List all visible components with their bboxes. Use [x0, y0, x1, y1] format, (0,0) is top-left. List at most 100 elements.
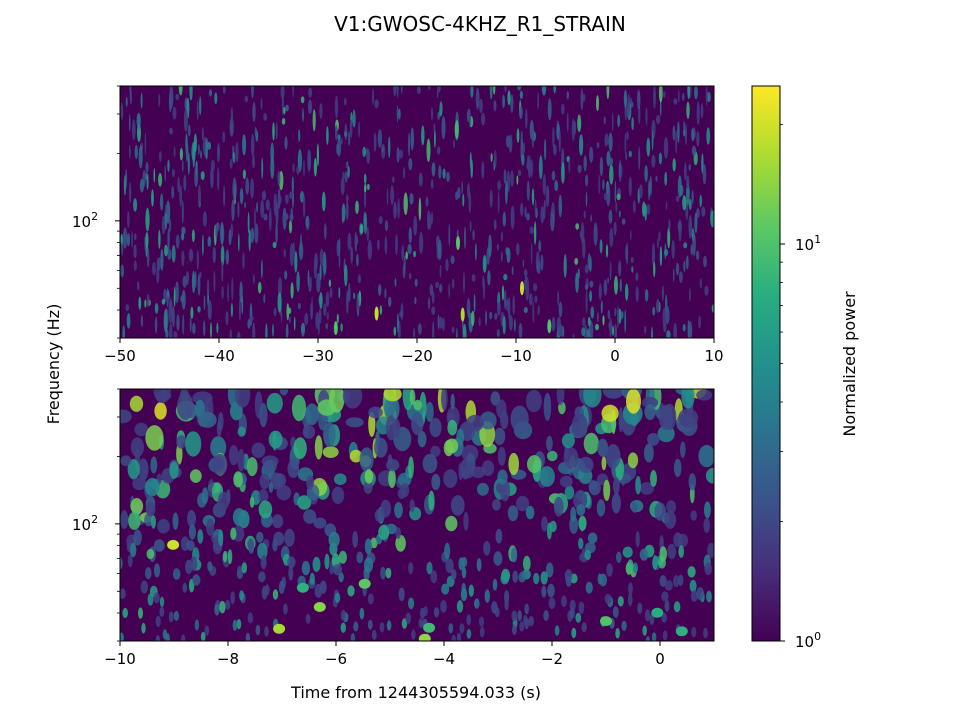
spectrogram-blob	[678, 545, 684, 558]
spectrogram-blob	[401, 618, 408, 629]
spectrogram-blob	[703, 627, 708, 639]
spectrogram-blob	[126, 233, 131, 247]
spectrogram-blob	[189, 317, 192, 333]
spectrogram-blob	[514, 318, 516, 332]
spectrogram-blob	[494, 427, 506, 445]
spectrogram-blob	[222, 131, 226, 143]
spectrogram-blob	[367, 593, 374, 605]
spectrogram-blob	[189, 86, 193, 101]
spectrogram-blob	[653, 86, 656, 109]
spectrogram-blob	[337, 134, 341, 141]
spectrogram-blob	[439, 264, 442, 278]
spectrogram-blob	[233, 152, 236, 164]
spectrogram-blob	[445, 438, 459, 454]
spectrogram-blob	[169, 127, 173, 135]
spectrogram-blob	[334, 95, 339, 119]
spectrogram-blob	[502, 94, 505, 109]
spectrogram-blob	[235, 142, 239, 163]
spectrogram-blob	[125, 304, 130, 312]
spectrogram-blob	[259, 402, 268, 428]
spectrogram-blob	[453, 139, 455, 149]
spectrogram-blob	[167, 228, 170, 252]
spectrogram-blob	[338, 287, 341, 299]
spectrogram-blob	[464, 226, 466, 250]
spectrogram-blob	[189, 469, 202, 483]
spectrogram-blob	[659, 98, 662, 117]
spectrogram-blob	[396, 147, 400, 163]
spectrogram-blob	[120, 632, 124, 641]
spectrogram-blob	[284, 528, 295, 547]
spectrogram-blob	[336, 138, 342, 157]
spectrogram-blob	[497, 446, 506, 466]
spectrogram-blob	[374, 437, 388, 458]
spectrogram-blob	[600, 300, 603, 314]
spectrogram-blob	[245, 177, 250, 195]
spectrogram-blob	[475, 87, 480, 110]
spectrogram-blob	[553, 86, 556, 94]
spectrogram-blob	[705, 467, 714, 484]
spectrogram-blob	[673, 601, 681, 613]
spectrogram-blob	[175, 281, 179, 304]
spectrogram-blob	[582, 93, 586, 102]
spectrogram-blob	[336, 313, 339, 324]
spectrogram-blob	[263, 190, 266, 200]
spectrogram-blob	[686, 175, 690, 189]
spectrogram-blob	[379, 305, 383, 315]
spectrogram-blob	[287, 556, 296, 568]
spectrogram-blob	[531, 125, 535, 149]
spectrogram-blob	[596, 142, 600, 149]
spectrogram-blob	[425, 196, 429, 207]
spectrogram-blob	[505, 247, 509, 256]
spectrogram-blob	[238, 298, 241, 321]
spectrogram-blob	[288, 565, 294, 581]
spectrogram-blob	[630, 97, 632, 104]
spectrogram-blob	[172, 568, 181, 580]
colorbar-tick-base: 10	[795, 236, 814, 254]
spectrogram-blob	[122, 607, 128, 619]
spectrogram-blob	[561, 595, 567, 608]
spectrogram-blob	[283, 603, 288, 615]
spectrogram-blob	[547, 583, 555, 598]
spectrogram-blob	[395, 234, 398, 256]
spectrogram-blob	[155, 615, 161, 628]
spectrogram-blob	[479, 98, 483, 114]
spectrogram-blob	[232, 619, 238, 631]
spectrogram-blob	[510, 205, 515, 230]
spectrogram-blob	[187, 509, 196, 528]
spectrogram-blob	[529, 226, 534, 234]
spectrogram-blob	[469, 220, 472, 232]
spectrogram-blob	[222, 550, 228, 563]
spectrogram-blob	[494, 150, 497, 168]
spectrogram-blob	[577, 268, 580, 279]
spectrogram-blob	[626, 389, 641, 414]
spectrogram-blob	[244, 95, 248, 103]
spectrogram-blob	[662, 307, 667, 329]
spectrogram-blob	[202, 234, 204, 256]
spectrogram-blob	[331, 486, 345, 504]
spectrogram-blob	[210, 322, 212, 338]
spectrogram-blob	[500, 231, 503, 242]
spectrogram-blob	[441, 583, 450, 595]
spectrogram-blob	[309, 572, 315, 585]
spectrogram-blob	[293, 316, 296, 331]
spectrogram-blob	[194, 270, 197, 288]
spectrogram-blob	[598, 283, 602, 301]
spectrogram-blob	[120, 409, 132, 424]
spectrogram-blob	[209, 89, 212, 97]
spectrogram-blob	[701, 206, 706, 217]
spectrogram-blob	[438, 316, 443, 329]
spectrogram-blob	[291, 394, 307, 422]
spectrogram-blob	[405, 251, 409, 260]
spectrogram-blob	[470, 466, 486, 478]
spectrogram-blob	[159, 193, 164, 211]
colorbar-tick-exponent: 1	[814, 233, 821, 246]
x-tick-label: −50	[104, 347, 136, 365]
spectrogram-blob	[340, 622, 346, 633]
spectrogram-blob	[566, 90, 569, 100]
spectrogram-blob	[683, 242, 688, 249]
spectrogram-blob	[461, 181, 464, 195]
spectrogram-blob	[242, 252, 245, 270]
spectrogram-blob	[370, 537, 378, 549]
spectrogram-blob	[490, 153, 493, 162]
spectrogram-blob	[685, 122, 687, 146]
